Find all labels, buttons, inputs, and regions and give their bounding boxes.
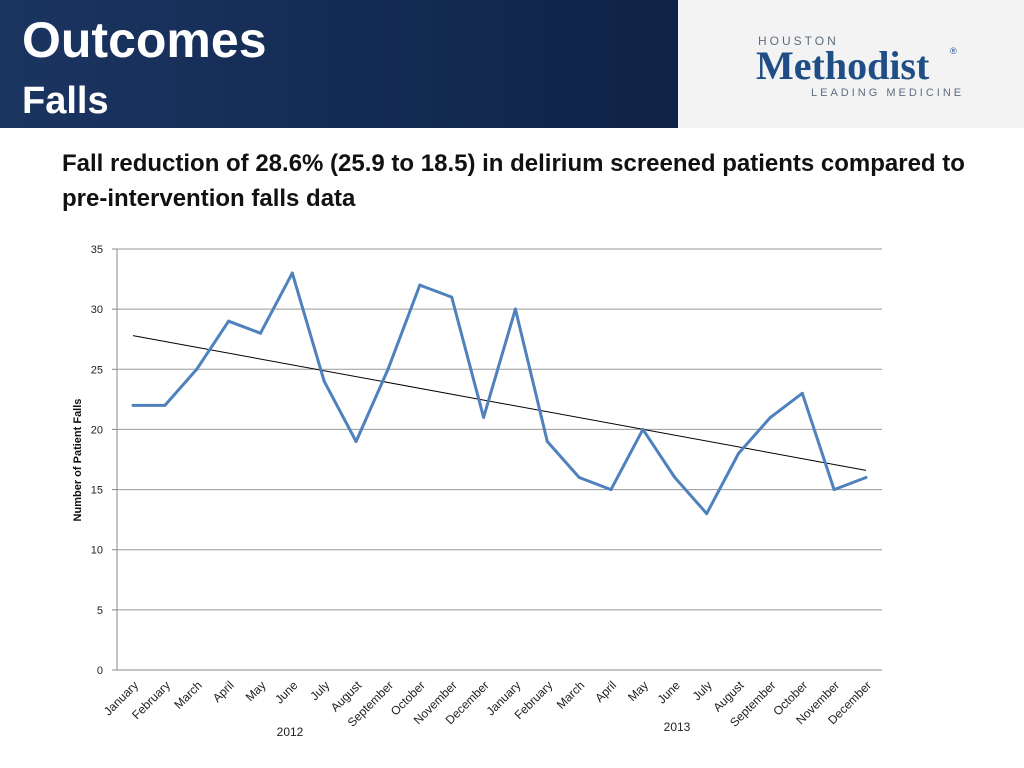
- data-point: [418, 283, 422, 287]
- slide-title: Outcomes: [22, 12, 267, 68]
- slide-section: Falls: [22, 80, 109, 122]
- y-tick-label: 25: [91, 364, 103, 376]
- logo-tagline: LEADING MEDICINE: [811, 87, 965, 99]
- data-point: [227, 319, 231, 323]
- data-point: [673, 476, 677, 480]
- y-axis-label: Number of Patient Falls: [72, 399, 84, 522]
- series-line: [133, 271, 867, 516]
- x-tick-label: May: [243, 678, 269, 704]
- data-point: [609, 488, 613, 492]
- data-point: [258, 331, 262, 335]
- data-point: [705, 512, 709, 516]
- year-label-2012: 2012: [277, 725, 304, 739]
- data-point: [386, 367, 390, 371]
- data-point: [737, 451, 741, 455]
- header-band: Outcomes Falls: [0, 0, 678, 128]
- trendline: [132, 335, 867, 471]
- y-tick-label: 0: [97, 665, 103, 677]
- data-point: [290, 271, 294, 275]
- y-tick-label: 5: [97, 605, 103, 617]
- logo-top-text: HOUSTON: [758, 34, 839, 48]
- data-point: [195, 367, 199, 371]
- y-tick-label: 30: [91, 304, 103, 316]
- data-point: [482, 415, 486, 419]
- x-tick-label: April: [592, 678, 619, 705]
- x-tick-label: June: [272, 678, 301, 707]
- gridlines: [112, 248, 882, 671]
- y-tick-label: 15: [91, 485, 103, 497]
- data-point: [354, 439, 358, 443]
- data-point: [450, 295, 454, 299]
- y-tick-label: 10: [91, 545, 103, 557]
- x-tick-label: June: [655, 678, 684, 707]
- data-point: [832, 488, 836, 492]
- y-tick-labels: 0 5 10 15 20 25 30 35: [91, 244, 103, 677]
- data-point: [768, 415, 772, 419]
- y-tick-label: 20: [91, 424, 103, 436]
- data-point: [864, 476, 868, 480]
- data-point: [641, 427, 645, 431]
- data-point: [163, 403, 167, 407]
- logo-registered-mark: ®: [950, 46, 957, 56]
- data-point: [577, 476, 581, 480]
- data-point: [131, 403, 135, 407]
- data-point: [800, 391, 804, 395]
- year-label-2013: 2013: [664, 720, 691, 734]
- x-tick-label: July: [690, 678, 715, 703]
- data-point: [513, 307, 517, 311]
- houston-methodist-logo: HOUSTON Methodist ® LEADING MEDICINE: [678, 0, 1024, 128]
- x-tick-label: May: [625, 678, 651, 704]
- chart-caption: Fall reduction of 28.6% (25.9 to 18.5) i…: [62, 150, 965, 212]
- x-tick-label: July: [307, 678, 332, 703]
- x-tick-label: April: [210, 678, 237, 705]
- y-tick-label: 35: [91, 244, 103, 256]
- x-tick-label: March: [171, 678, 204, 711]
- x-tick-label: March: [554, 678, 587, 711]
- data-point: [545, 439, 549, 443]
- data-point: [322, 379, 326, 383]
- logo-wordmark: Methodist: [756, 43, 930, 88]
